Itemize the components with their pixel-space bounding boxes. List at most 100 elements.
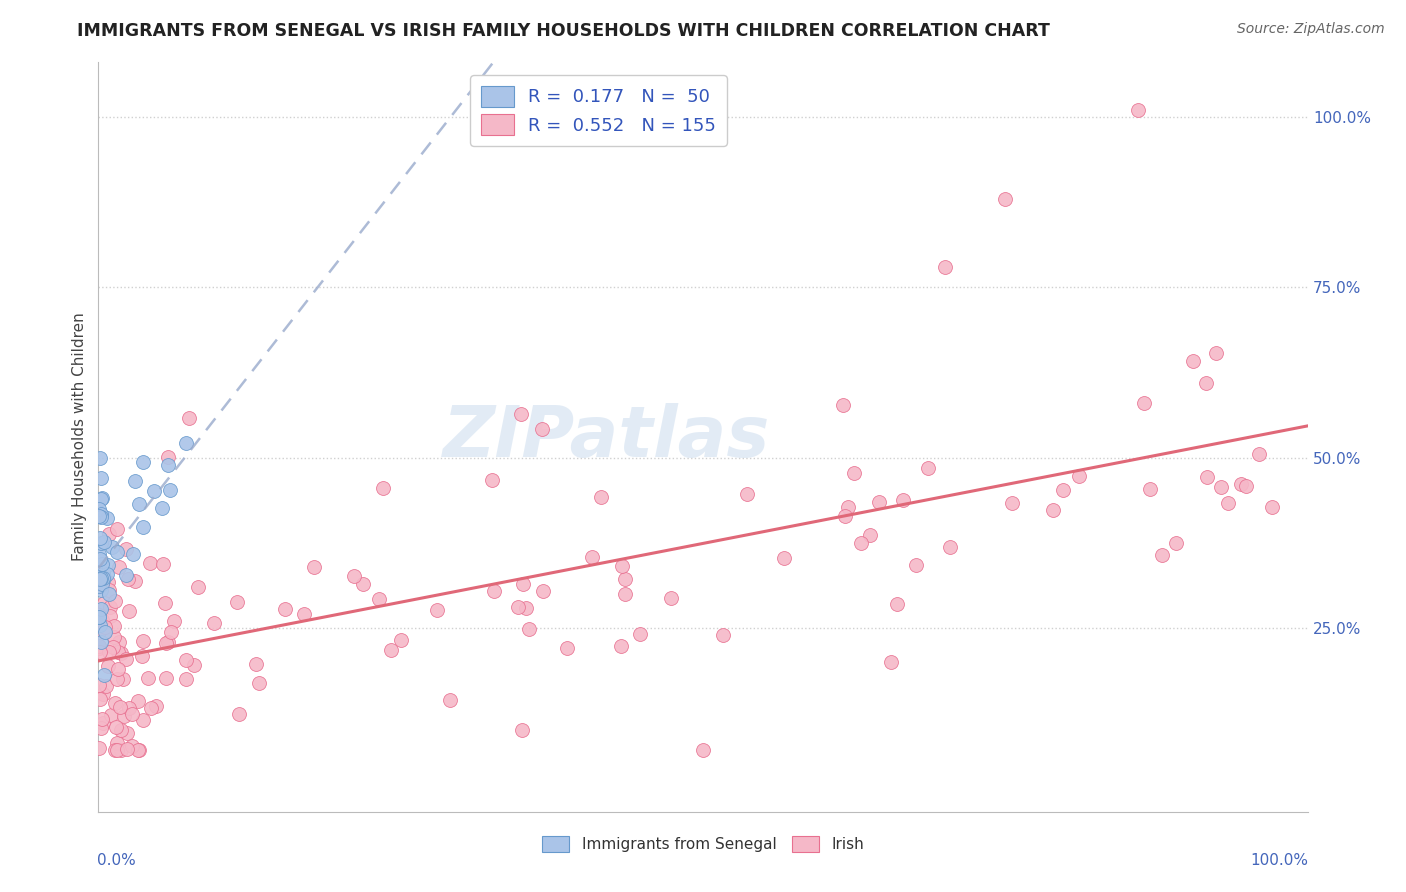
Point <box>157 458 180 472</box>
Point <box>368 592 391 607</box>
Point <box>934 260 956 274</box>
Point <box>152 557 174 571</box>
Point <box>187 580 209 594</box>
Point <box>352 576 374 591</box>
Point <box>115 652 138 666</box>
Point <box>90 554 112 568</box>
Point <box>107 645 129 659</box>
Point <box>89 645 111 659</box>
Text: 100.0%: 100.0% <box>1251 853 1309 868</box>
Point <box>1152 548 1174 562</box>
Point <box>111 673 134 687</box>
Point <box>179 410 201 425</box>
Point <box>389 632 412 647</box>
Point <box>1229 477 1251 491</box>
Point <box>531 422 554 436</box>
Point <box>202 615 225 630</box>
Point <box>89 450 111 465</box>
Point <box>87 639 110 653</box>
Point <box>89 531 111 545</box>
Point <box>917 461 939 475</box>
Point <box>174 653 197 667</box>
Legend: Immigrants from Senegal, Irish: Immigrants from Senegal, Irish <box>536 830 870 858</box>
Point <box>1247 446 1270 460</box>
Point <box>481 473 503 487</box>
Point <box>94 620 117 634</box>
Point <box>905 558 928 572</box>
Point <box>163 614 186 628</box>
Point <box>91 566 114 581</box>
Point <box>110 723 132 737</box>
Point <box>107 662 129 676</box>
Point <box>842 466 865 480</box>
Point <box>613 587 636 601</box>
Point <box>1234 479 1257 493</box>
Point <box>96 511 118 525</box>
Point <box>90 576 112 591</box>
Point <box>249 676 271 690</box>
Point <box>96 567 118 582</box>
Point <box>426 603 449 617</box>
Point <box>105 743 128 757</box>
Point <box>157 634 180 648</box>
Point <box>90 491 112 506</box>
Point <box>614 573 637 587</box>
Point <box>110 743 132 757</box>
Point <box>89 508 111 523</box>
Point <box>711 628 734 642</box>
Point <box>832 398 855 412</box>
Point <box>880 656 903 670</box>
Point <box>104 696 127 710</box>
Point <box>510 407 533 421</box>
Point <box>1139 483 1161 497</box>
Point <box>735 487 758 501</box>
Point <box>89 678 111 692</box>
Point <box>93 715 115 730</box>
Point <box>1216 496 1239 510</box>
Point <box>868 495 890 509</box>
Point <box>94 625 117 640</box>
Point <box>610 640 633 654</box>
Point <box>138 557 160 571</box>
Point <box>343 568 366 582</box>
Point <box>87 547 110 561</box>
Point <box>89 579 111 593</box>
Point <box>174 436 197 450</box>
Point <box>228 706 250 721</box>
Point <box>1052 483 1074 497</box>
Point <box>101 540 124 554</box>
Point <box>89 572 111 586</box>
Point <box>103 619 125 633</box>
Point <box>104 593 127 607</box>
Point <box>273 601 295 615</box>
Point <box>128 743 150 757</box>
Point <box>105 672 128 686</box>
Point <box>90 578 112 592</box>
Point <box>87 557 110 571</box>
Point <box>591 490 613 504</box>
Point <box>155 671 177 685</box>
Point <box>98 587 121 601</box>
Point <box>97 658 120 673</box>
Point <box>89 623 111 637</box>
Point <box>886 597 908 611</box>
Text: Source: ZipAtlas.com: Source: ZipAtlas.com <box>1237 22 1385 37</box>
Point <box>97 575 120 590</box>
Point <box>139 701 162 715</box>
Point <box>157 450 180 464</box>
Point <box>107 635 129 649</box>
Point <box>531 583 554 598</box>
Point <box>100 708 122 723</box>
Point <box>610 558 633 573</box>
Point <box>105 544 128 558</box>
Point <box>131 633 153 648</box>
Point <box>121 706 143 721</box>
Point <box>93 668 115 682</box>
Point <box>131 648 153 663</box>
Point <box>132 520 155 534</box>
Point <box>439 693 461 707</box>
Point <box>692 743 714 757</box>
Point <box>90 509 112 524</box>
Point <box>93 571 115 585</box>
Point <box>555 641 578 656</box>
